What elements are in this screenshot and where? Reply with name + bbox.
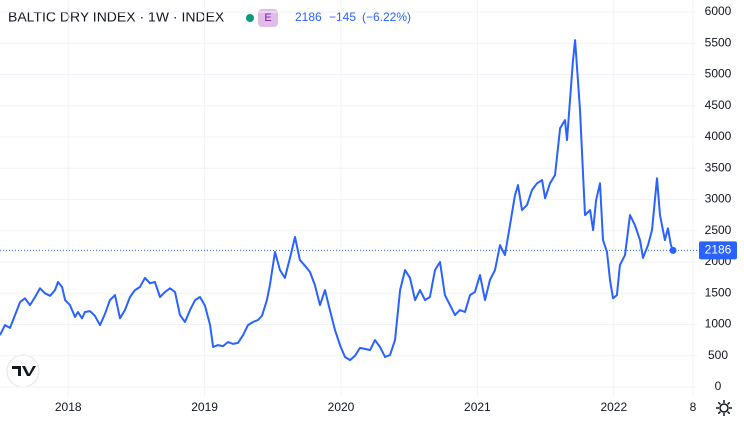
x-tick-label: 2021: [464, 400, 491, 414]
x-tick-label: 2020: [328, 400, 355, 414]
change-percent: (−6.22%): [362, 10, 411, 24]
y-tick-label: 3500: [705, 160, 732, 174]
y-tick-label: 5500: [705, 35, 732, 49]
y-tick-label: 2500: [705, 223, 732, 237]
y-tick-label: 1000: [705, 317, 732, 331]
badge-bg: [258, 9, 278, 27]
chart-title: BALTIC DRY INDEX · 1W · INDEX: [8, 9, 225, 25]
last-price-tag: 2186: [705, 243, 732, 257]
status-dot: [246, 14, 254, 22]
y-tick-label: 6000: [705, 4, 732, 18]
x-tick-label: 2022: [600, 400, 627, 414]
change: −145: [329, 10, 356, 24]
logo: [6, 354, 40, 388]
y-tick-label: 4500: [705, 98, 732, 112]
y-tick-label: 5000: [705, 67, 732, 81]
last-price-tag-bg: [699, 241, 737, 260]
y-tick-label: 1500: [705, 285, 732, 299]
x-tick-label: 2018: [55, 400, 82, 414]
y-tick-label: 3000: [705, 192, 732, 206]
y-tick-label: 0: [715, 379, 722, 393]
settings-icon[interactable]: [716, 400, 732, 416]
last-price: 2186: [295, 10, 322, 24]
y-tick-label: 4000: [705, 129, 732, 143]
grid: [0, 0, 697, 397]
badge: E: [264, 12, 271, 24]
x-tick-label: 8: [690, 400, 697, 414]
series-line: [0, 39, 674, 362]
y-tick-label: 500: [708, 348, 728, 362]
x-tick-label: 2019: [191, 400, 218, 414]
